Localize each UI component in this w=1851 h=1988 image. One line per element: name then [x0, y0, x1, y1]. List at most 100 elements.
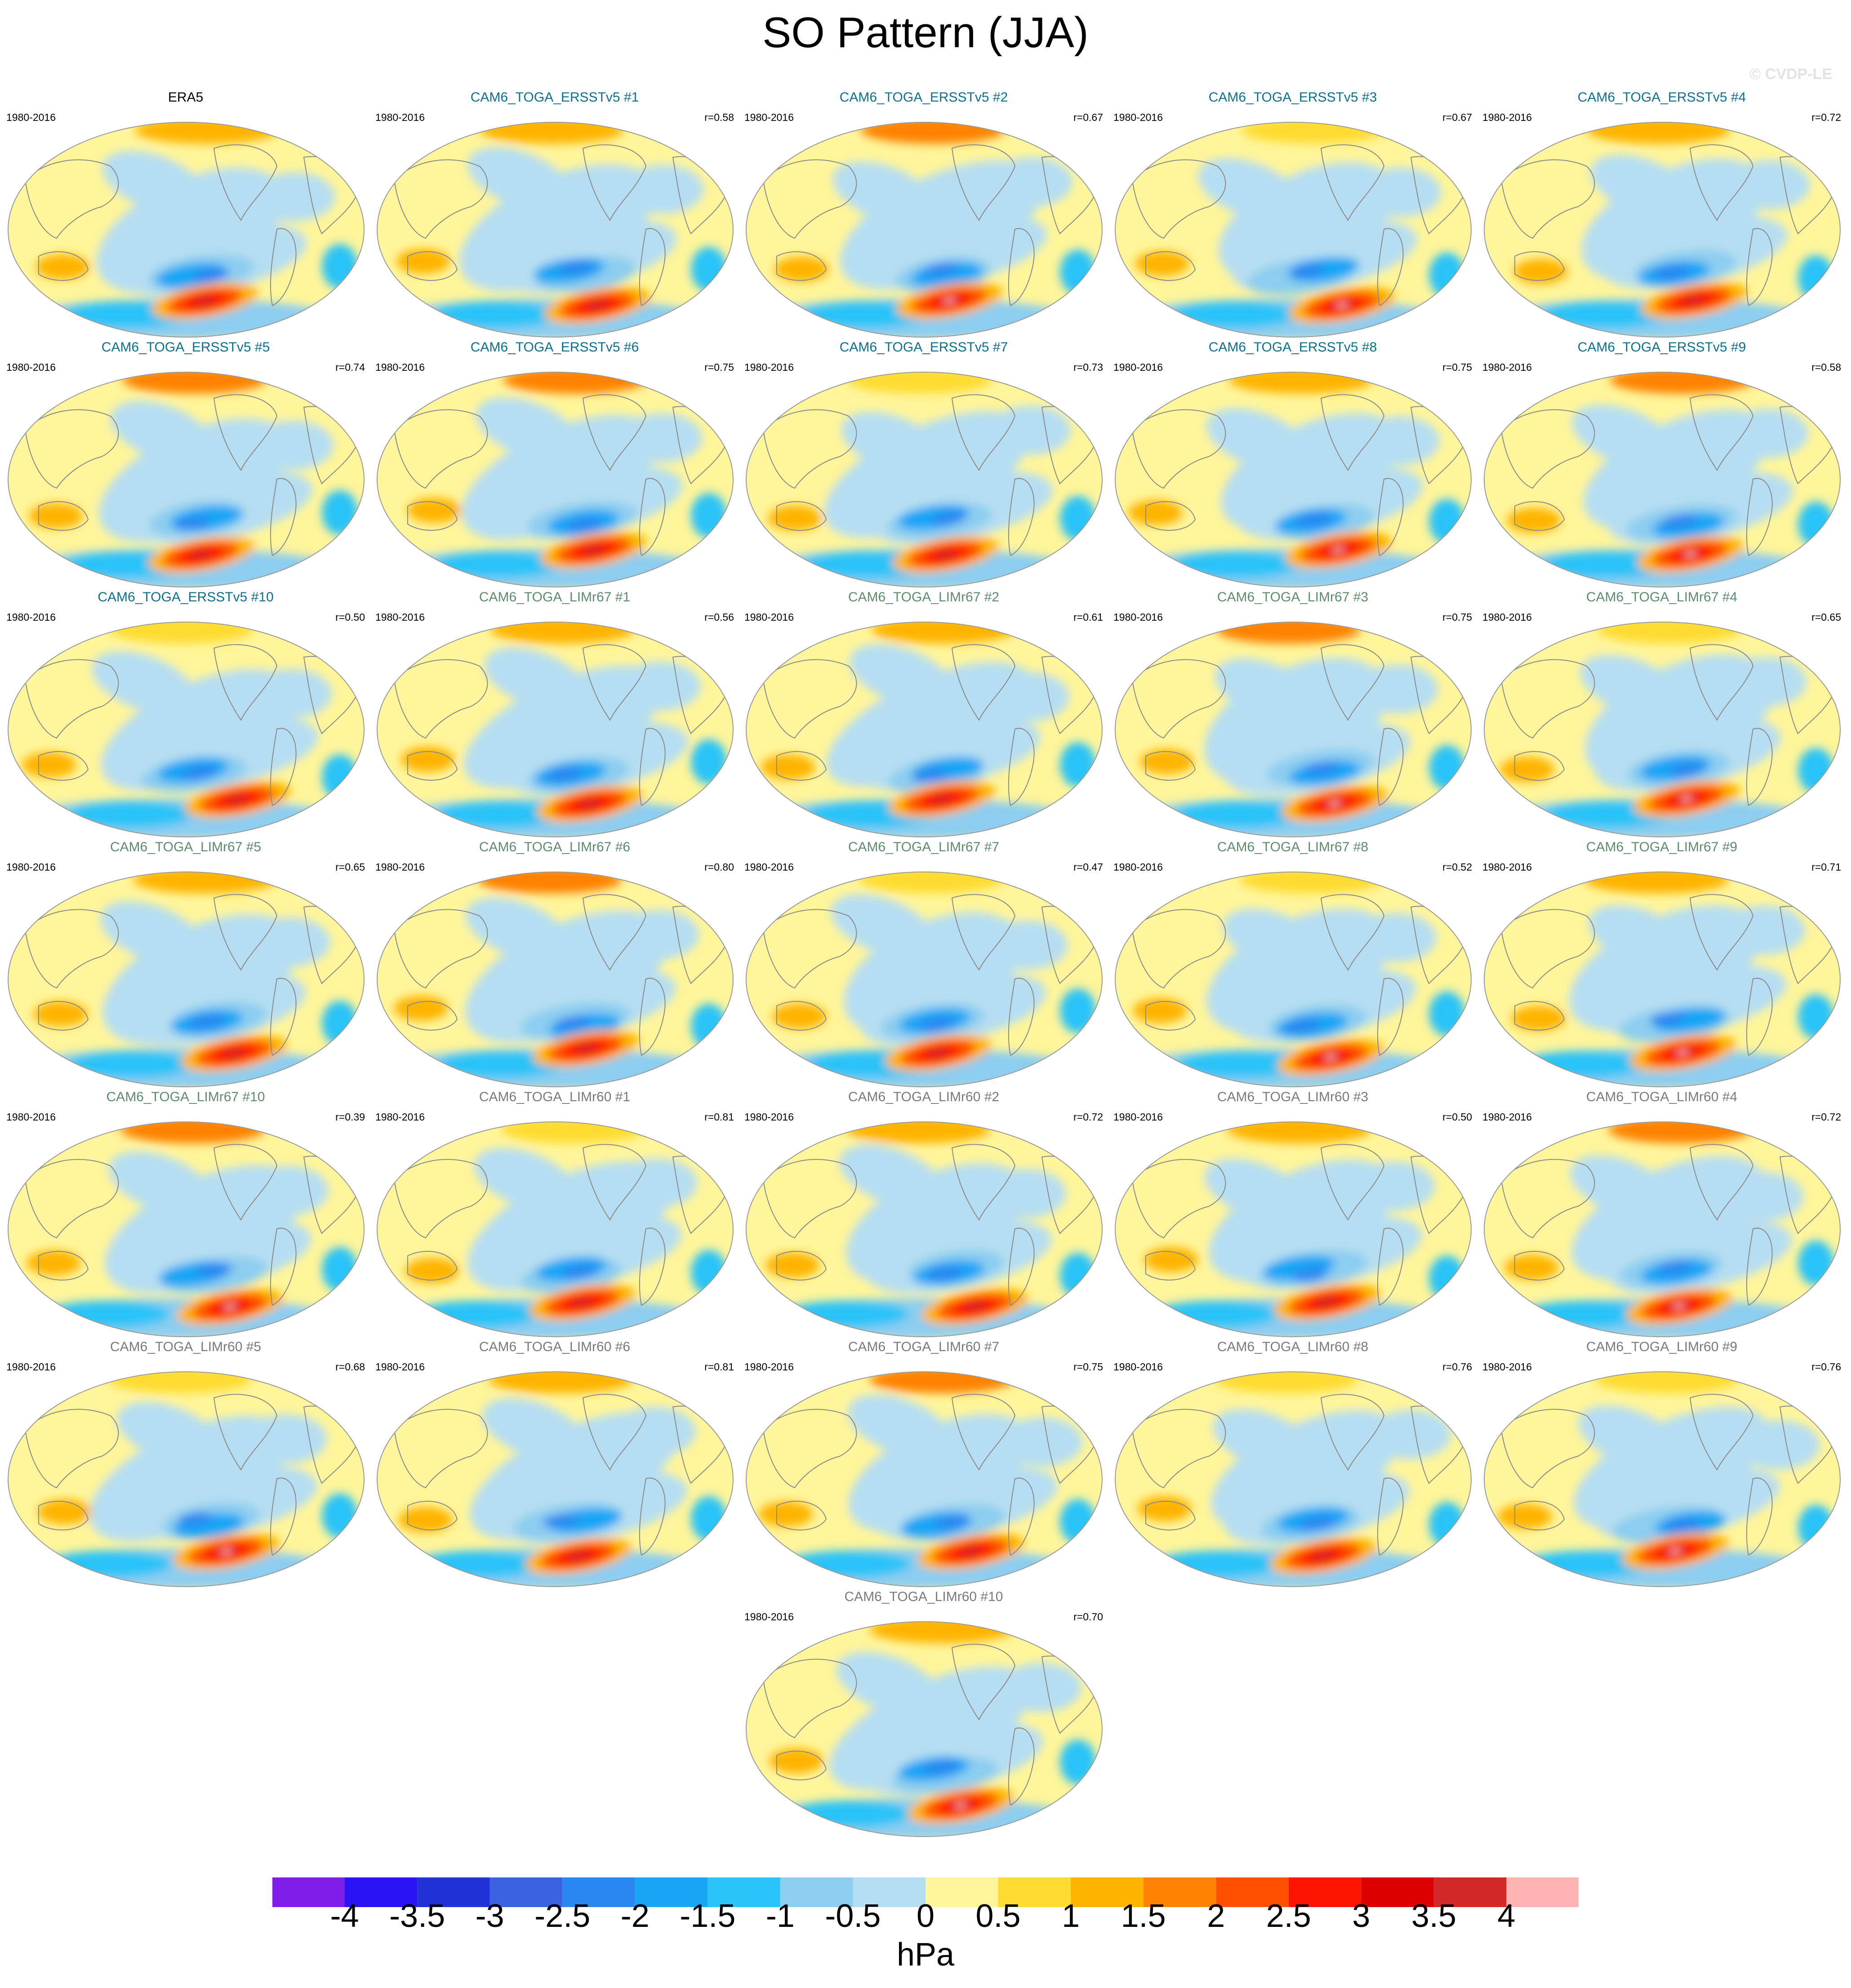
panel-title: CAM6_TOGA_LIMr67 #10 [106, 1090, 265, 1104]
world-map-icon [377, 1121, 734, 1337]
colorbar-tick-label: -0.5 [825, 1898, 881, 1934]
panel-years: 1980-2016 [1482, 111, 1532, 123]
colorbar-tick-label: -3.5 [389, 1898, 445, 1934]
colorbar [271, 1877, 1580, 1908]
map-panel: CAM6_TOGA_LIMr60 #1 1980-2016 r=0.81 [370, 1090, 739, 1339]
world-map-icon [1115, 872, 1472, 1087]
world-map-icon [8, 622, 365, 837]
panel-correlation: r=0.68 [335, 1361, 365, 1373]
world-map-icon [746, 372, 1103, 587]
map-panel: CAM6_TOGA_LIMr67 #9 1980-2016 r=0.71 [1477, 840, 1847, 1090]
map-panel: CAM6_TOGA_LIMr67 #2 1980-2016 r=0.61 [739, 590, 1108, 840]
world-map-icon [377, 872, 734, 1087]
panel-correlation: r=0.65 [1811, 611, 1841, 623]
colorbar-tick-label: -1.5 [680, 1898, 736, 1934]
world-map-icon [1115, 122, 1472, 338]
world-map-icon [8, 122, 365, 338]
map-panel: CAM6_TOGA_LIMr67 #1 1980-2016 r=0.56 [370, 590, 739, 840]
colorbar-swatch [1433, 1877, 1507, 1908]
colorbar-swatch [272, 1877, 345, 1908]
panel-title: CAM6_TOGA_LIMr60 #1 [479, 1090, 631, 1104]
colorbar-tick-label: 3.5 [1411, 1898, 1456, 1934]
panel-correlation: r=0.47 [1073, 861, 1103, 873]
panel-years: 1980-2016 [375, 1361, 425, 1373]
map-panel: CAM6_TOGA_ERSSTv5 #2 1980-2016 r=0.67 [739, 90, 1108, 340]
panel-years: 1980-2016 [1482, 861, 1532, 873]
panel-years: 1980-2016 [744, 1611, 794, 1623]
map-panel: CAM6_TOGA_ERSSTv5 #3 1980-2016 r=0.67 [1108, 90, 1477, 340]
panel-title: CAM6_TOGA_ERSSTv5 #2 [839, 90, 1008, 105]
panel-years: 1980-2016 [6, 861, 56, 873]
map-panel: ERA5 1980-2016 [1, 90, 370, 340]
panel-correlation: r=0.71 [1811, 861, 1841, 873]
map-panel: CAM6_TOGA_ERSSTv5 #10 1980-2016 r=0.50 [1, 590, 370, 840]
panel-correlation: r=0.80 [704, 861, 734, 873]
panel-correlation: r=0.56 [704, 611, 734, 623]
colorbar-swatch [1288, 1877, 1362, 1908]
map-panel: CAM6_TOGA_LIMr67 #8 1980-2016 r=0.52 [1108, 840, 1477, 1090]
panel-title: CAM6_TOGA_LIMr67 #7 [848, 840, 1000, 854]
panel-title: CAM6_TOGA_LIMr60 #6 [479, 1339, 631, 1354]
world-map-icon [8, 1121, 365, 1337]
panel-correlation: r=0.73 [1073, 361, 1103, 373]
panel-correlation: r=0.50 [1442, 1111, 1472, 1123]
panel-title: CAM6_TOGA_LIMr60 #2 [848, 1090, 1000, 1104]
map-panel: CAM6_TOGA_LIMr60 #3 1980-2016 r=0.50 [1108, 1090, 1477, 1339]
panel-title: ERA5 [168, 90, 204, 105]
panel-years: 1980-2016 [744, 1111, 794, 1123]
panel-correlation: r=0.75 [704, 361, 734, 373]
world-map-icon [1115, 1121, 1472, 1337]
panel-years: 1980-2016 [1482, 361, 1532, 373]
map-panel: CAM6_TOGA_ERSSTv5 #1 1980-2016 r=0.58 [370, 90, 739, 340]
map-panel: CAM6_TOGA_LIMr67 #5 1980-2016 r=0.65 [1, 840, 370, 1090]
colorbar-tick-label: -4 [330, 1898, 359, 1934]
panel-title: CAM6_TOGA_LIMr67 #8 [1217, 840, 1369, 854]
map-panel: CAM6_TOGA_LIMr60 #6 1980-2016 r=0.81 [370, 1339, 739, 1589]
panel-title: CAM6_TOGA_ERSSTv5 #4 [1577, 90, 1746, 105]
panel-correlation: r=0.75 [1442, 361, 1472, 373]
panel-correlation: r=0.65 [335, 861, 365, 873]
panel-correlation: r=0.39 [335, 1111, 365, 1123]
panel-correlation: r=0.52 [1442, 861, 1472, 873]
panel-title: CAM6_TOGA_LIMr67 #2 [848, 590, 1000, 605]
panel-years: 1980-2016 [375, 1111, 425, 1123]
panel-correlation: r=0.50 [335, 611, 365, 623]
world-map-icon [8, 1371, 365, 1587]
world-map-icon [746, 122, 1103, 338]
panel-correlation: r=0.67 [1073, 111, 1103, 123]
panel-title: CAM6_TOGA_LIMr67 #9 [1586, 840, 1738, 854]
panel-title: CAM6_TOGA_LIMr60 #10 [844, 1589, 1003, 1604]
panel-years: 1980-2016 [1482, 1361, 1532, 1373]
colorbar-tick-label: 1.5 [1121, 1898, 1166, 1934]
panel-correlation: r=0.75 [1442, 611, 1472, 623]
panel-correlation: r=0.58 [1811, 361, 1841, 373]
colorbar-tick-label: -3 [475, 1898, 504, 1934]
map-panel: CAM6_TOGA_LIMr67 #7 1980-2016 r=0.47 [739, 840, 1108, 1090]
map-panel: CAM6_TOGA_ERSSTv5 #4 1980-2016 r=0.72 [1477, 90, 1847, 340]
panel-grid: ERA5 1980-2016 CAM6_TOGA_ERSSTv5 #1 1980-20… [1, 90, 1847, 1837]
colorbar-units: hPa [896, 1937, 955, 1973]
panel-correlation: r=0.61 [1073, 611, 1103, 623]
panel-years: 1980-2016 [1113, 361, 1163, 373]
map-panel: CAM6_TOGA_LIMr67 #3 1980-2016 r=0.75 [1108, 590, 1477, 840]
world-map-icon [746, 872, 1103, 1087]
colorbar-swatch [853, 1877, 926, 1908]
colorbar-swatch [998, 1877, 1071, 1908]
panel-years: 1980-2016 [1482, 1111, 1532, 1123]
panel-title: CAM6_TOGA_LIMr60 #3 [1217, 1090, 1369, 1104]
panel-title: CAM6_TOGA_LIMr60 #5 [110, 1339, 262, 1354]
map-panel: CAM6_TOGA_LIMr67 #4 1980-2016 r=0.65 [1477, 590, 1847, 840]
map-panel: CAM6_TOGA_LIMr67 #10 1980-2016 r=0.39 [1, 1090, 370, 1339]
world-map-icon [746, 1121, 1103, 1337]
panel-years: 1980-2016 [1482, 611, 1532, 623]
panel-years: 1980-2016 [375, 611, 425, 623]
colorbar-swatch [1361, 1877, 1434, 1908]
panel-title: CAM6_TOGA_ERSSTv5 #1 [470, 90, 639, 105]
colorbar-swatch [635, 1877, 708, 1908]
world-map-icon [8, 872, 365, 1087]
map-panel: CAM6_TOGA_LIMr60 #8 1980-2016 r=0.76 [1108, 1339, 1477, 1589]
panel-title: CAM6_TOGA_LIMr67 #1 [479, 590, 631, 605]
map-panel: CAM6_TOGA_LIMr60 #7 1980-2016 r=0.75 [739, 1339, 1108, 1589]
panel-years: 1980-2016 [6, 1361, 56, 1373]
figure-title: SO Pattern (JJA) [762, 9, 1089, 57]
